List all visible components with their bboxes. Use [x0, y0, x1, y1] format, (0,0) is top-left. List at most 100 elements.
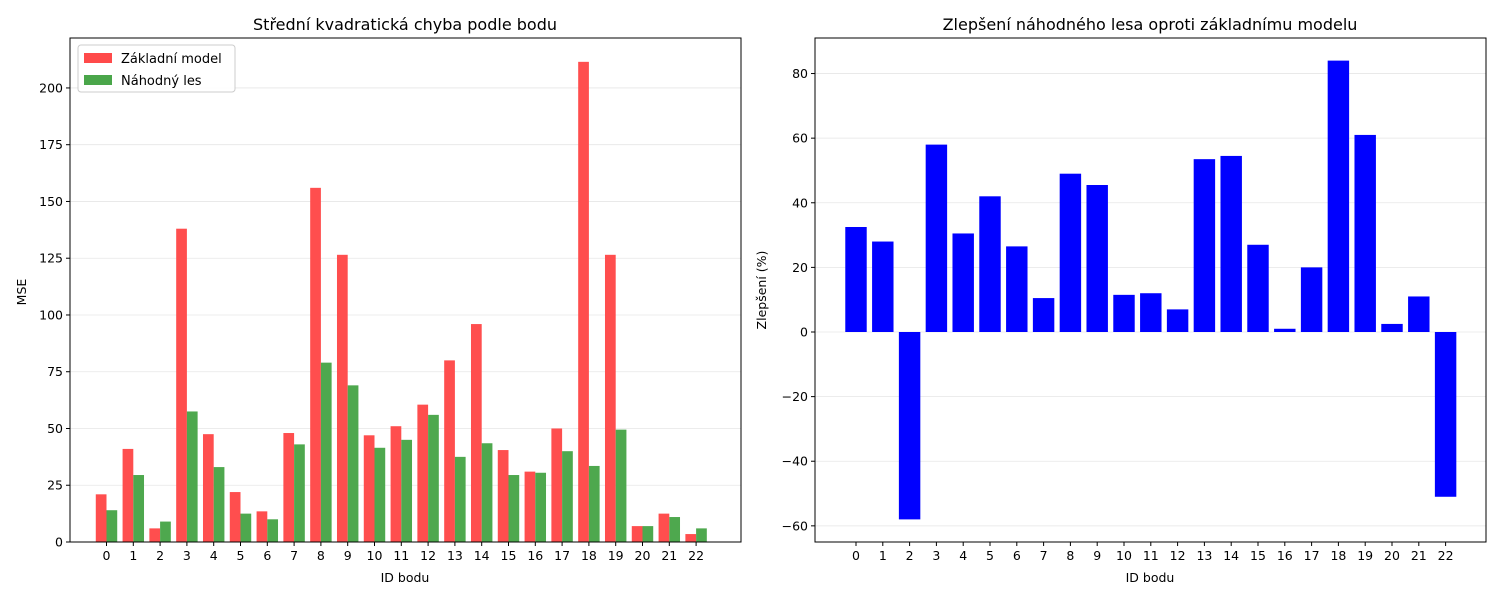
- improvement-chart-xtick-label: 0: [852, 548, 860, 563]
- mse-chart-bar: [562, 451, 573, 542]
- mse-chart-xtick-label: 17: [554, 548, 570, 563]
- improvement-chart-bar: [979, 196, 1001, 332]
- improvement-chart-xtick-label: 9: [1093, 548, 1101, 563]
- improvement-chart-bar: [1140, 293, 1162, 332]
- mse-chart-xtick-label: 12: [420, 548, 436, 563]
- improvement-chart-ytick-label: −40: [782, 454, 808, 469]
- improvement-chart-xtick-label: 22: [1438, 548, 1454, 563]
- mse-chart-legend-swatch: [84, 75, 112, 85]
- mse-chart-bar: [604, 254, 616, 543]
- improvement-chart-ytick-label: 20: [792, 260, 808, 275]
- mse-chart-ytick-label: 100: [39, 307, 63, 322]
- mse-chart-ytick-label: 150: [39, 194, 63, 209]
- mse-chart-ytick-label: 75: [47, 364, 63, 379]
- improvement-chart-xtick-label: 2: [906, 548, 914, 563]
- mse-chart-bar: [160, 521, 171, 542]
- mse-chart-xtick-label: 3: [183, 548, 191, 563]
- mse-chart-xtick-label: 8: [317, 548, 325, 563]
- improvement-chart-ytick-label: 80: [792, 66, 808, 81]
- mse-chart-bar: [133, 475, 145, 542]
- mse-chart-bar: [240, 513, 252, 542]
- mse-chart-bar: [390, 426, 402, 542]
- improvement-chart-xtick-label: 11: [1143, 548, 1159, 563]
- mse-chart-bar: [283, 433, 295, 542]
- improvement-chart-xtick-label: 17: [1304, 548, 1320, 563]
- mse-chart-axes-frame: [69, 37, 742, 543]
- mse-chart-ytick-label: 200: [39, 80, 63, 95]
- mse-chart-bar: [267, 519, 279, 542]
- mse-chart-ylabel: MSE: [14, 279, 29, 306]
- mse-chart-bar: [106, 510, 118, 542]
- mse-chart-legend-box: [77, 44, 236, 93]
- improvement-chart-xtick-label: 15: [1250, 548, 1266, 563]
- improvement-chart-bar: [1059, 173, 1082, 332]
- improvement-chart-xtick-label: 5: [986, 548, 994, 563]
- mse-chart-bar: [363, 435, 375, 542]
- improvement-chart-ytick-label: −20: [782, 389, 808, 404]
- mse-chart-xtick-label: 11: [393, 548, 409, 563]
- mse-chart-bar: [186, 411, 198, 542]
- mse-chart-bar: [588, 465, 600, 542]
- improvement-chart-xtick-label: 8: [1066, 548, 1074, 563]
- mse-chart-bar: [685, 534, 697, 542]
- mse-chart: Střední kvadratická chyba podle bodu ID …: [14, 15, 742, 585]
- mse-chart-bar: [470, 324, 482, 542]
- mse-chart-xtick-label: 6: [263, 548, 271, 563]
- improvement-chart-xtick-label: 4: [959, 548, 967, 563]
- mse-chart-xtick-label: 13: [447, 548, 463, 563]
- mse-chart-bar: [401, 439, 413, 542]
- mse-chart-bar: [615, 429, 627, 542]
- improvement-chart-ytick-label: 0: [800, 325, 808, 340]
- mse-chart-bar: [320, 362, 332, 542]
- mse-chart-xtick-label: 14: [474, 548, 490, 563]
- mse-chart-ytick-label: 175: [39, 137, 63, 152]
- improvement-chart-bar: [1220, 155, 1242, 332]
- improvement-chart-bar: [1274, 328, 1296, 332]
- improvement-chart-ytick-label: −60: [782, 518, 808, 533]
- mse-chart-bar: [149, 528, 161, 542]
- mse-chart-xtick-label: 1: [129, 548, 137, 563]
- mse-chart-bar: [551, 428, 563, 542]
- improvement-chart-bar: [1193, 159, 1216, 332]
- improvement-chart-ytick-label: 40: [792, 195, 808, 210]
- improvement-chart-xtick-label: 21: [1411, 548, 1427, 563]
- mse-chart-bar: [497, 450, 509, 542]
- mse-chart-xtick-label: 18: [581, 548, 597, 563]
- mse-chart-ytick-label: 0: [55, 535, 63, 550]
- mse-chart-xlabel: ID bodu: [381, 570, 430, 585]
- improvement-chart-xtick-label: 16: [1277, 548, 1293, 563]
- mse-chart-bar: [213, 467, 225, 542]
- improvement-chart-xtick-label: 1: [879, 548, 887, 563]
- mse-chart-legend-swatch: [84, 53, 112, 63]
- improvement-chart-bar: [1166, 309, 1189, 332]
- improvement-chart-bar: [1381, 323, 1403, 332]
- improvement-chart-title: Zlepšení náhodného lesa oproti základním…: [943, 15, 1358, 34]
- mse-chart-xtick-label: 21: [661, 548, 677, 563]
- mse-chart-legend-label: Náhodný les: [121, 74, 202, 89]
- mse-chart-xtick-label: 9: [344, 548, 352, 563]
- improvement-chart-ytick-label: 60: [792, 131, 808, 146]
- mse-chart-bar: [696, 528, 707, 542]
- mse-chart-bar: [310, 187, 321, 543]
- mse-chart-ytick-label: 25: [47, 478, 63, 493]
- improvement-chart-xtick-label: 18: [1330, 548, 1346, 563]
- mse-chart-bar: [428, 414, 439, 542]
- mse-chart-xtick-label: 5: [237, 548, 245, 563]
- mse-chart-xtick-label: 22: [688, 548, 704, 563]
- mse-chart-xtick-label: 0: [103, 548, 111, 563]
- improvement-chart-xtick-label: 6: [1013, 548, 1021, 563]
- mse-chart-xtick-label: 4: [210, 548, 218, 563]
- mse-chart-bar: [95, 494, 107, 542]
- mse-chart-bar: [524, 471, 536, 542]
- mse-chart-title: Střední kvadratická chyba podle bodu: [253, 15, 557, 34]
- improvement-chart-bar: [1408, 296, 1430, 332]
- improvement-chart-bar: [952, 233, 974, 332]
- mse-chart-bar: [229, 492, 241, 542]
- improvement-chart-bar: [1354, 134, 1376, 332]
- improvement-chart-bar: [845, 227, 867, 332]
- mse-chart-bar: [294, 444, 305, 542]
- improvement-chart-xtick-label: 14: [1223, 548, 1239, 563]
- mse-chart-ytick-label: 50: [47, 421, 63, 436]
- mse-chart-xtick-label: 2: [156, 548, 164, 563]
- improvement-chart-xtick-label: 10: [1116, 548, 1132, 563]
